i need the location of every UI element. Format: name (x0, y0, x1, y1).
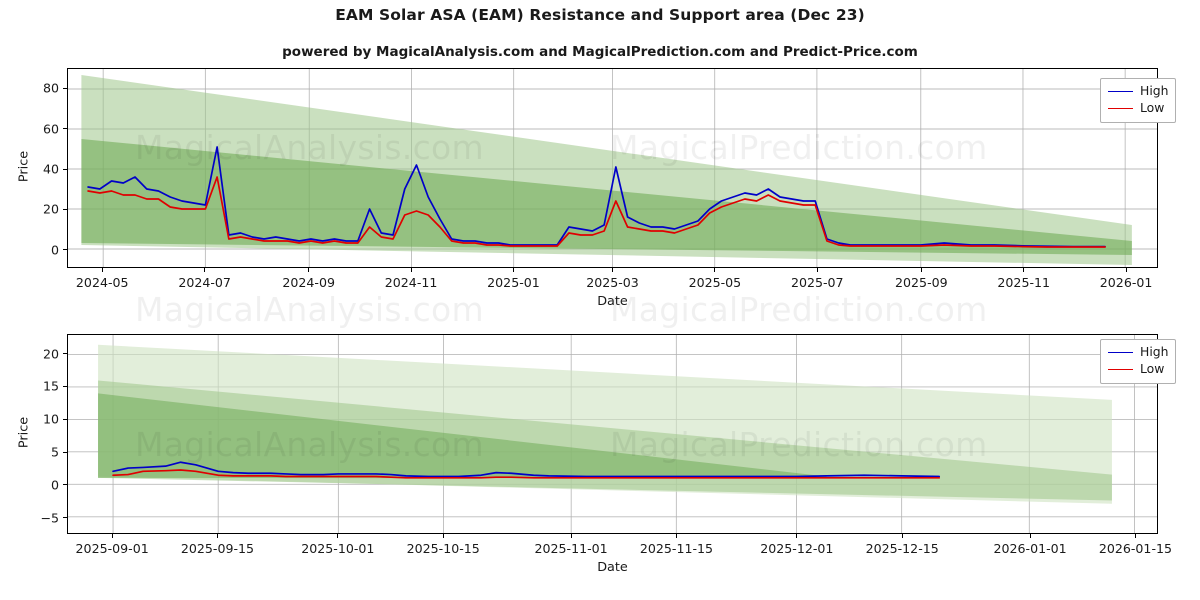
x-tick-label: 2026-01 (1099, 275, 1153, 290)
y-tick-label: 0 (50, 242, 59, 258)
x-tick-mark (410, 268, 412, 272)
x-tick-mark (308, 268, 310, 272)
legend-item-high[interactable]: High (1108, 83, 1168, 100)
bottom-chart-y-axis-label: Price (16, 416, 32, 449)
x-tick-label: 2025-12-01 (760, 541, 834, 556)
x-tick-mark (512, 268, 514, 272)
x-tick-label: 2024-09 (282, 275, 335, 290)
watermark-text: MagicalPrediction.com (610, 290, 988, 329)
x-tick-mark (714, 268, 716, 272)
x-tick-mark (1023, 268, 1025, 272)
x-tick-mark (1134, 534, 1136, 538)
y-tick-mark (63, 451, 67, 453)
x-tick-label: 2025-01 (487, 275, 540, 290)
y-tick-label: 15 (42, 378, 59, 394)
x-tick-mark (920, 268, 922, 272)
x-tick-label: 2025-05 (688, 275, 742, 290)
top-chart-plot-area (67, 68, 1158, 268)
x-tick-label: 2025-11-01 (534, 541, 608, 556)
x-tick-label: 2024-11 (384, 275, 438, 290)
x-tick-mark (816, 268, 818, 272)
legend-swatch-high (1108, 352, 1133, 353)
legend-label-low: Low (1140, 361, 1165, 377)
x-tick-mark (612, 268, 613, 272)
x-tick-label: 2026-01-01 (993, 541, 1067, 556)
page-title: EAM Solar ASA (EAM) Resistance and Suppo… (335, 6, 865, 24)
bottom-chart-x-axis-label: Date (597, 560, 628, 575)
top-chart-legend[interactable]: High Low (1100, 78, 1177, 123)
x-tick-mark (204, 268, 206, 272)
x-tick-mark (111, 534, 113, 538)
y-tick-label: 5 (50, 444, 59, 460)
y-tick-mark (63, 168, 67, 170)
x-tick-label: 2025-10-01 (301, 541, 375, 556)
x-tick-mark (1125, 268, 1127, 272)
legend-swatch-low (1108, 108, 1133, 109)
x-tick-label: 2025-10-15 (406, 541, 480, 556)
x-tick-mark (442, 534, 444, 538)
legend-label-high: High (1140, 83, 1169, 99)
bottom-chart-plot-area (67, 334, 1158, 534)
y-tick-label: 20 (42, 346, 59, 362)
y-tick-mark (63, 484, 67, 486)
y-tick-label: 80 (42, 80, 59, 96)
x-tick-mark (1029, 534, 1031, 538)
y-tick-label: 60 (42, 121, 59, 137)
y-tick-mark (63, 87, 67, 89)
bottom-chart-canvas (68, 335, 1157, 533)
x-tick-label: 2025-07 (790, 275, 844, 290)
x-tick-label: 2025-09 (895, 275, 948, 290)
y-tick-mark (63, 385, 67, 387)
x-tick-mark (796, 534, 798, 538)
x-tick-label: 2025-12-15 (865, 541, 939, 556)
x-tick-label: 2025-09-15 (180, 541, 255, 556)
watermark-text: MagicalAnalysis.com (135, 290, 484, 329)
x-tick-mark (675, 534, 677, 538)
y-tick-mark (63, 353, 67, 355)
y-tick-label: 0 (50, 477, 59, 493)
y-tick-label: 40 (42, 161, 59, 177)
top-chart-x-axis-label: Date (597, 294, 628, 309)
y-tick-mark (63, 249, 67, 251)
legend-swatch-low (1108, 369, 1133, 370)
legend-label-low: Low (1140, 100, 1165, 116)
x-tick-label: 2025-11 (997, 275, 1051, 290)
x-tick-mark (216, 534, 218, 538)
y-tick-mark (63, 517, 67, 519)
top-chart-y-axis-label: Price (16, 150, 32, 183)
x-tick-label: 2024-07 (178, 275, 231, 290)
y-tick-label: 10 (42, 411, 59, 427)
x-tick-mark (570, 534, 572, 538)
x-tick-label: 2025-09-01 (75, 541, 149, 556)
y-tick-mark (63, 128, 67, 130)
legend-swatch-high (1108, 91, 1133, 92)
x-tick-label: 2025-11-15 (639, 541, 714, 556)
legend-item-low[interactable]: Low (1108, 100, 1168, 117)
legend-label-high: High (1140, 344, 1169, 360)
page-subtitle: powered by MagicalAnalysis.com and Magic… (282, 44, 918, 60)
y-tick-label: −5 (40, 510, 59, 526)
x-tick-label: 2026-01-15 (1098, 541, 1173, 556)
x-tick-mark (101, 268, 103, 272)
y-tick-label: 20 (42, 201, 59, 217)
y-tick-mark (63, 418, 67, 420)
legend-item-high[interactable]: High (1108, 344, 1168, 361)
x-tick-label: 2024-05 (75, 275, 129, 290)
x-tick-mark (337, 534, 339, 538)
x-tick-mark (901, 534, 903, 538)
legend-item-low[interactable]: Low (1108, 361, 1168, 378)
top-chart-canvas (68, 69, 1157, 267)
x-tick-label: 2025-03 (586, 275, 639, 290)
y-tick-mark (63, 208, 67, 210)
bottom-chart-legend[interactable]: High Low (1100, 339, 1177, 384)
